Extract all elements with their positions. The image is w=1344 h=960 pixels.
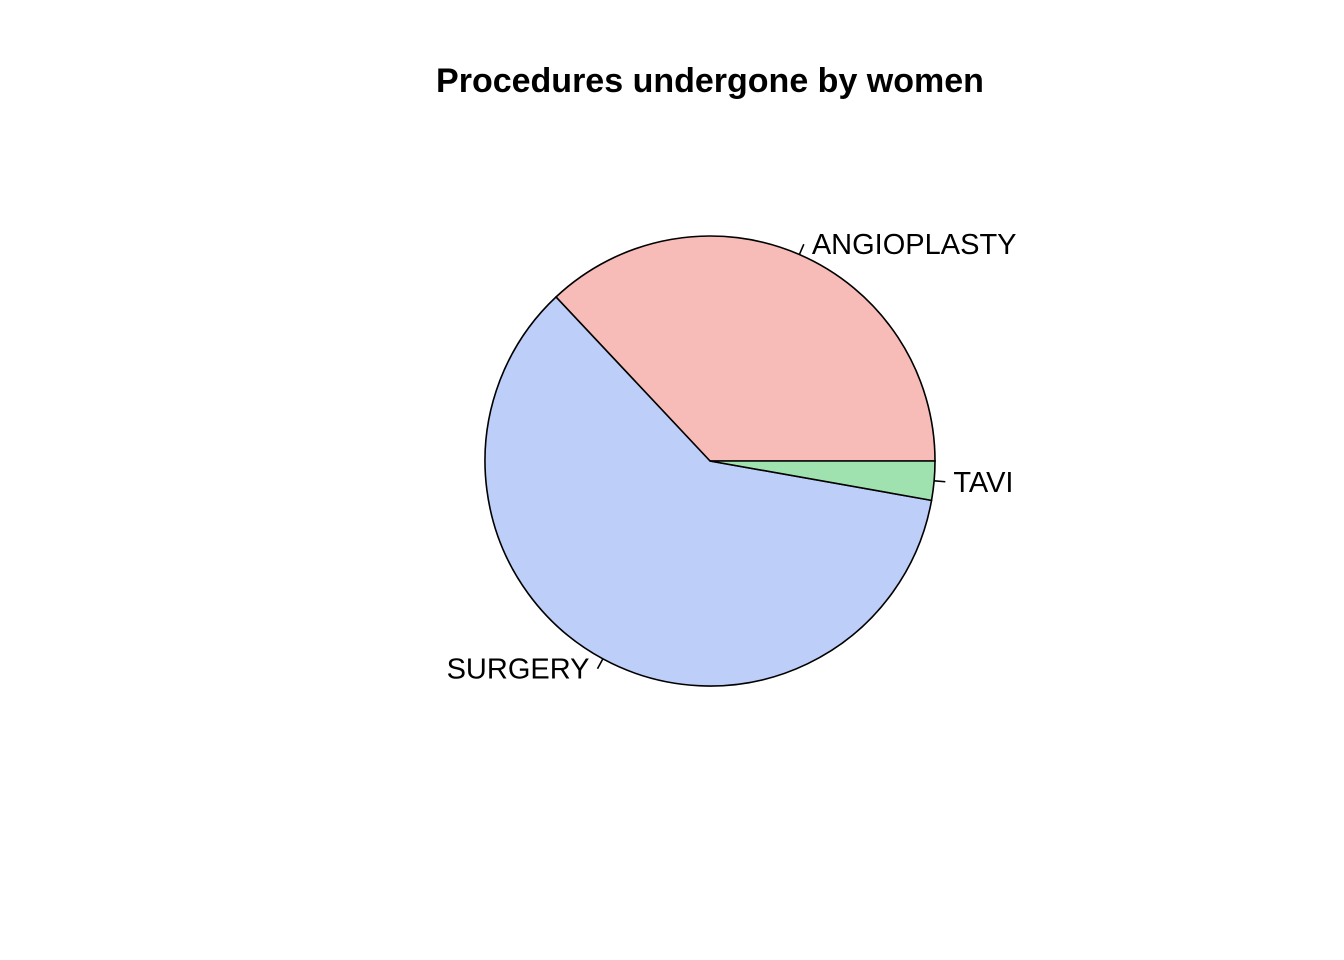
pie-label-tavi: TAVI: [953, 467, 1013, 499]
pie-labels: ANGIOPLASTY SURGERY TAVI: [447, 229, 1017, 686]
pie-slices: [484, 235, 936, 687]
pie-label-surgery: SURGERY: [447, 654, 590, 686]
leader-line-surgery: [596, 658, 604, 670]
pie-label-angioplasty: ANGIOPLASTY: [812, 229, 1017, 261]
chart-title: Procedures undergone by women: [436, 62, 984, 100]
pie-slice-surgery: [484, 295, 933, 687]
leader-line-tavi: [934, 479, 946, 483]
leader-line-angioplasty: [798, 243, 805, 255]
